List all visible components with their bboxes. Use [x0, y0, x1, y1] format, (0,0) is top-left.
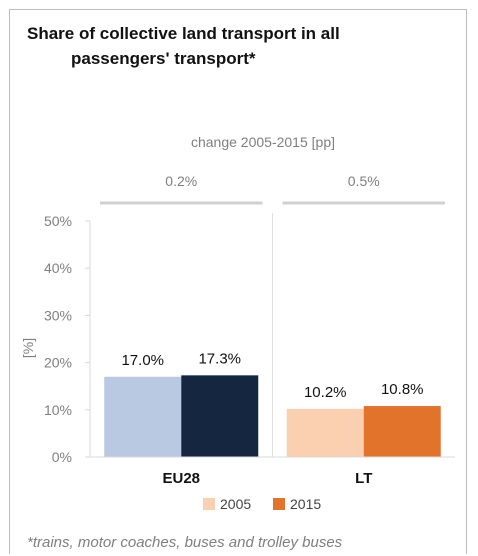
footnote: *trains, motor coaches, buses and trolle… [27, 534, 343, 551]
bar [104, 376, 182, 457]
y-tick-label: 30% [44, 307, 72, 323]
data-label: 17.3% [198, 350, 241, 367]
data-label: 10.2% [304, 384, 347, 401]
x-category-label: LT [355, 470, 372, 487]
legend-swatch [203, 498, 215, 510]
chart-title-line-1: Share of collective land transport in al… [27, 24, 340, 43]
legend-label: 2015 [290, 496, 321, 512]
chart-subtitle: change 2005-2015 [pp] [191, 134, 335, 150]
y-tick-label: 10% [44, 402, 72, 418]
y-tick-label: 50% [44, 213, 72, 229]
legend-label: 2005 [220, 496, 251, 512]
x-category-label: EU28 [162, 470, 200, 487]
y-tick-label: 40% [44, 260, 72, 276]
chart-frame [9, 9, 467, 554]
bar [181, 375, 259, 457]
y-tick-label: 0% [52, 449, 72, 465]
legend-swatch [273, 498, 285, 510]
y-tick-label: 20% [44, 355, 72, 371]
y-axis-label: [%] [20, 338, 36, 358]
change-label: 0.5% [348, 173, 380, 189]
bar [286, 408, 364, 457]
change-label: 0.2% [165, 173, 197, 189]
data-label: 17.0% [121, 352, 164, 369]
bar [363, 406, 441, 457]
data-label: 10.8% [381, 381, 424, 398]
chart-title-line-2: passengers' transport* [71, 49, 256, 68]
